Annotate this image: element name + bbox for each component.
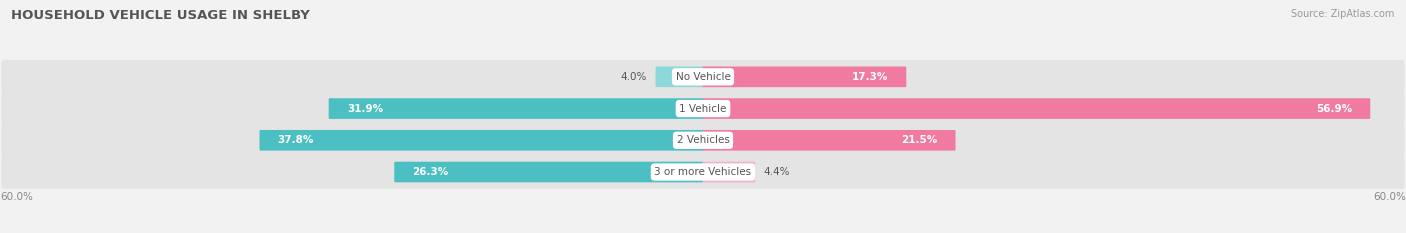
- Text: Source: ZipAtlas.com: Source: ZipAtlas.com: [1291, 9, 1395, 19]
- FancyBboxPatch shape: [703, 162, 755, 182]
- Text: 17.3%: 17.3%: [852, 72, 889, 82]
- Text: 21.5%: 21.5%: [901, 135, 938, 145]
- Text: 56.9%: 56.9%: [1316, 103, 1353, 113]
- FancyBboxPatch shape: [1, 60, 1405, 94]
- Text: 4.0%: 4.0%: [620, 72, 647, 82]
- FancyBboxPatch shape: [1, 123, 1405, 157]
- FancyBboxPatch shape: [329, 98, 703, 119]
- Text: 31.9%: 31.9%: [347, 103, 382, 113]
- FancyBboxPatch shape: [1, 92, 1405, 126]
- FancyBboxPatch shape: [703, 130, 956, 151]
- Text: 60.0%: 60.0%: [0, 192, 32, 202]
- Text: 60.0%: 60.0%: [1374, 192, 1406, 202]
- Text: 3 or more Vehicles: 3 or more Vehicles: [654, 167, 752, 177]
- FancyBboxPatch shape: [260, 130, 703, 151]
- Text: 2 Vehicles: 2 Vehicles: [676, 135, 730, 145]
- FancyBboxPatch shape: [703, 98, 1371, 119]
- Text: 37.8%: 37.8%: [278, 135, 314, 145]
- Text: HOUSEHOLD VEHICLE USAGE IN SHELBY: HOUSEHOLD VEHICLE USAGE IN SHELBY: [11, 9, 311, 22]
- FancyBboxPatch shape: [394, 162, 703, 182]
- Text: 1 Vehicle: 1 Vehicle: [679, 103, 727, 113]
- FancyBboxPatch shape: [703, 67, 907, 87]
- Text: 26.3%: 26.3%: [412, 167, 449, 177]
- Text: No Vehicle: No Vehicle: [675, 72, 731, 82]
- Text: 4.4%: 4.4%: [763, 167, 790, 177]
- FancyBboxPatch shape: [1, 155, 1405, 189]
- FancyBboxPatch shape: [655, 67, 703, 87]
